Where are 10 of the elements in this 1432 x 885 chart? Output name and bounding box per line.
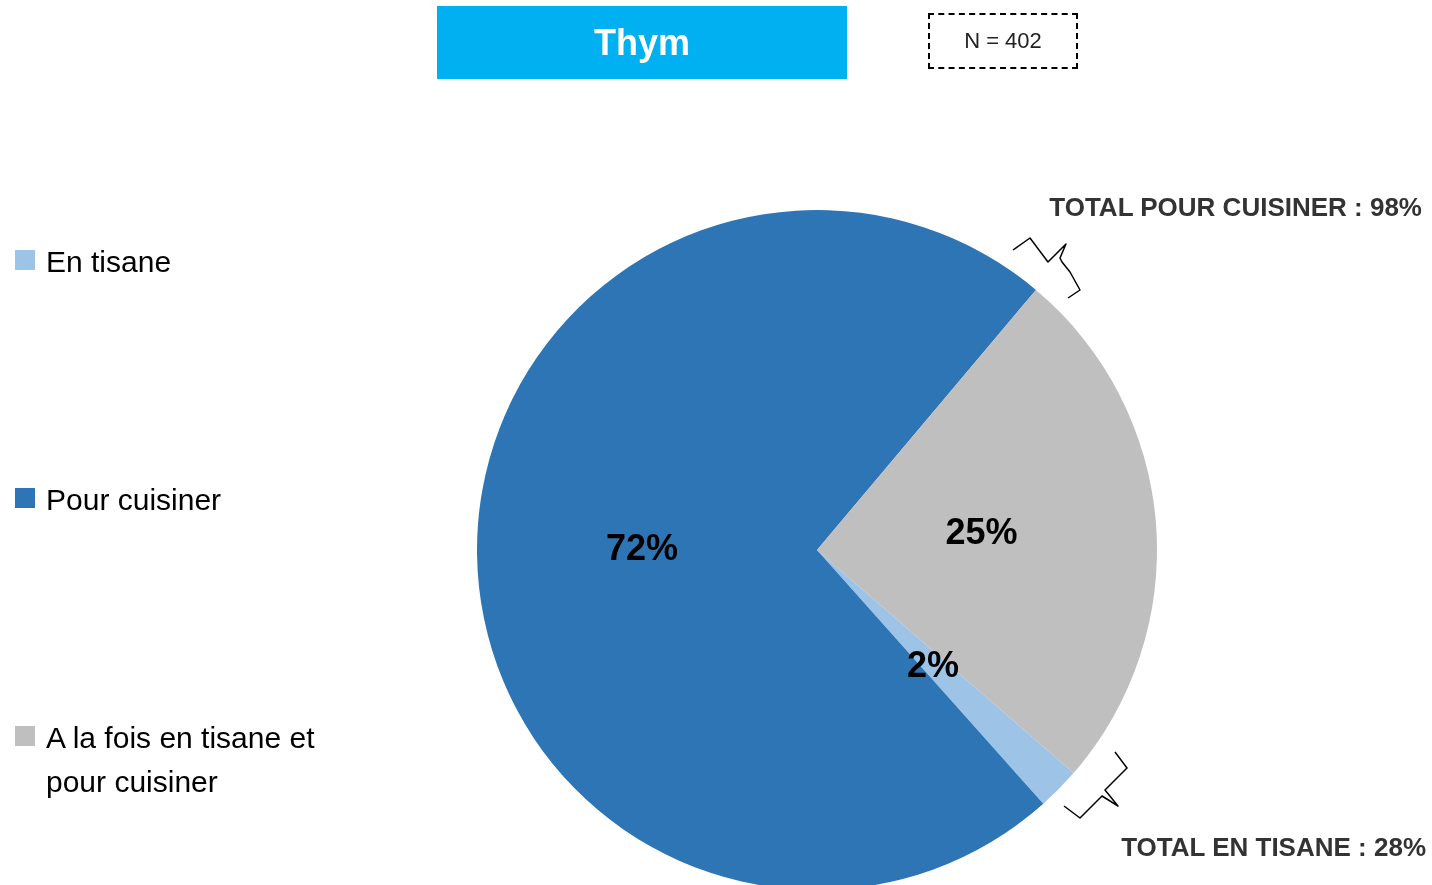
data-label: 25%	[945, 511, 1018, 553]
chart-subtitle: N = 402	[928, 13, 1078, 69]
text: TOTAL EN TISANE : 28%	[1121, 832, 1426, 863]
text: TOTAL POUR CUISINER : 98%	[1049, 192, 1422, 223]
legend-label: Pour cuisiner	[46, 482, 222, 518]
data-label: 72%	[605, 526, 679, 568]
legend-label: En tisane	[46, 244, 172, 280]
chart-title: Thym	[437, 6, 847, 79]
legend-label: A la fois en tisane et pour cuisiner	[46, 720, 316, 800]
data-label: 2%	[906, 643, 959, 685]
